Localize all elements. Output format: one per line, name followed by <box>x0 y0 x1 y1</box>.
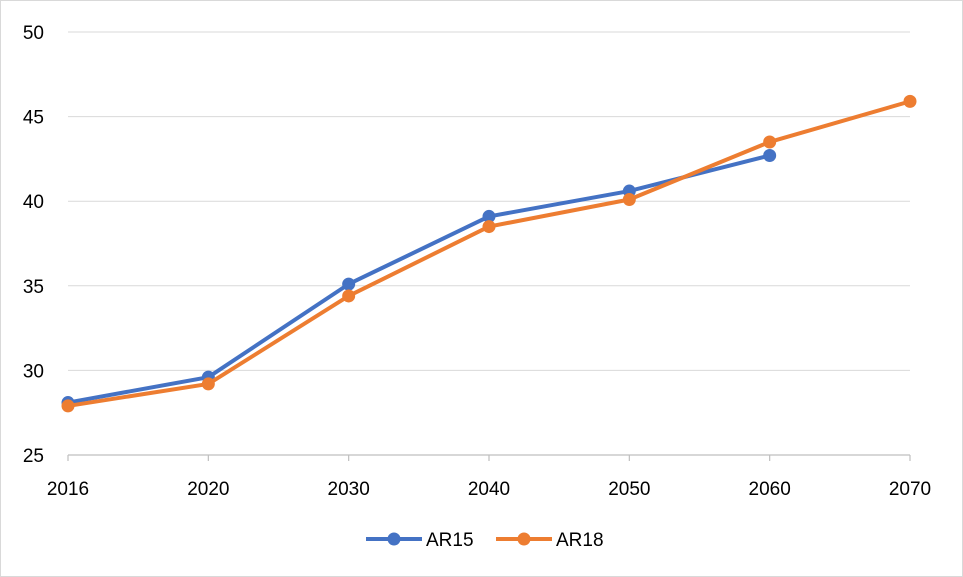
y-tick-label: 35 <box>23 277 44 298</box>
x-tick-label: 2070 <box>889 479 931 500</box>
series-line <box>66 99 912 408</box>
data-point <box>342 289 356 303</box>
y-tick-label: 25 <box>23 446 44 467</box>
x-tick-label: 2060 <box>749 479 791 500</box>
x-tick-label: 2016 <box>47 479 89 500</box>
axes <box>67 454 911 461</box>
data-point <box>622 193 636 207</box>
y-tick-label: 45 <box>23 108 44 129</box>
data-point <box>201 377 215 391</box>
data-point <box>482 220 496 234</box>
legend-label: AR15 <box>426 530 474 551</box>
legend-marker <box>517 532 531 546</box>
legend-marker <box>387 532 401 546</box>
x-tick-label: 2050 <box>608 479 650 500</box>
legend-item-ar18: AR18 <box>496 530 604 551</box>
series-ar18 <box>61 94 917 413</box>
legend: AR15 AR18 <box>366 530 604 551</box>
legend-item-ar15: AR15 <box>366 530 474 551</box>
legend-label: AR18 <box>556 530 604 551</box>
gridlines <box>68 31 910 371</box>
data-point <box>763 149 777 163</box>
data-point <box>61 399 75 413</box>
series-lines <box>61 94 917 413</box>
y-tick-label: 50 <box>23 23 44 44</box>
data-point <box>903 94 917 108</box>
x-tick-label: 2040 <box>468 479 510 500</box>
series-line <box>66 153 772 405</box>
x-tick-label: 2030 <box>328 479 370 500</box>
x-tick-labels: 2016 2020 2030 2040 2050 2060 2070 <box>47 479 931 500</box>
y-tick-label: 30 <box>23 361 44 382</box>
data-point <box>482 209 496 223</box>
y-tick-label: 40 <box>23 192 44 213</box>
data-point <box>763 135 777 149</box>
data-point <box>342 277 356 291</box>
x-tick-label: 2020 <box>187 479 229 500</box>
y-tick-labels: 25 30 35 40 45 50 <box>23 23 44 467</box>
